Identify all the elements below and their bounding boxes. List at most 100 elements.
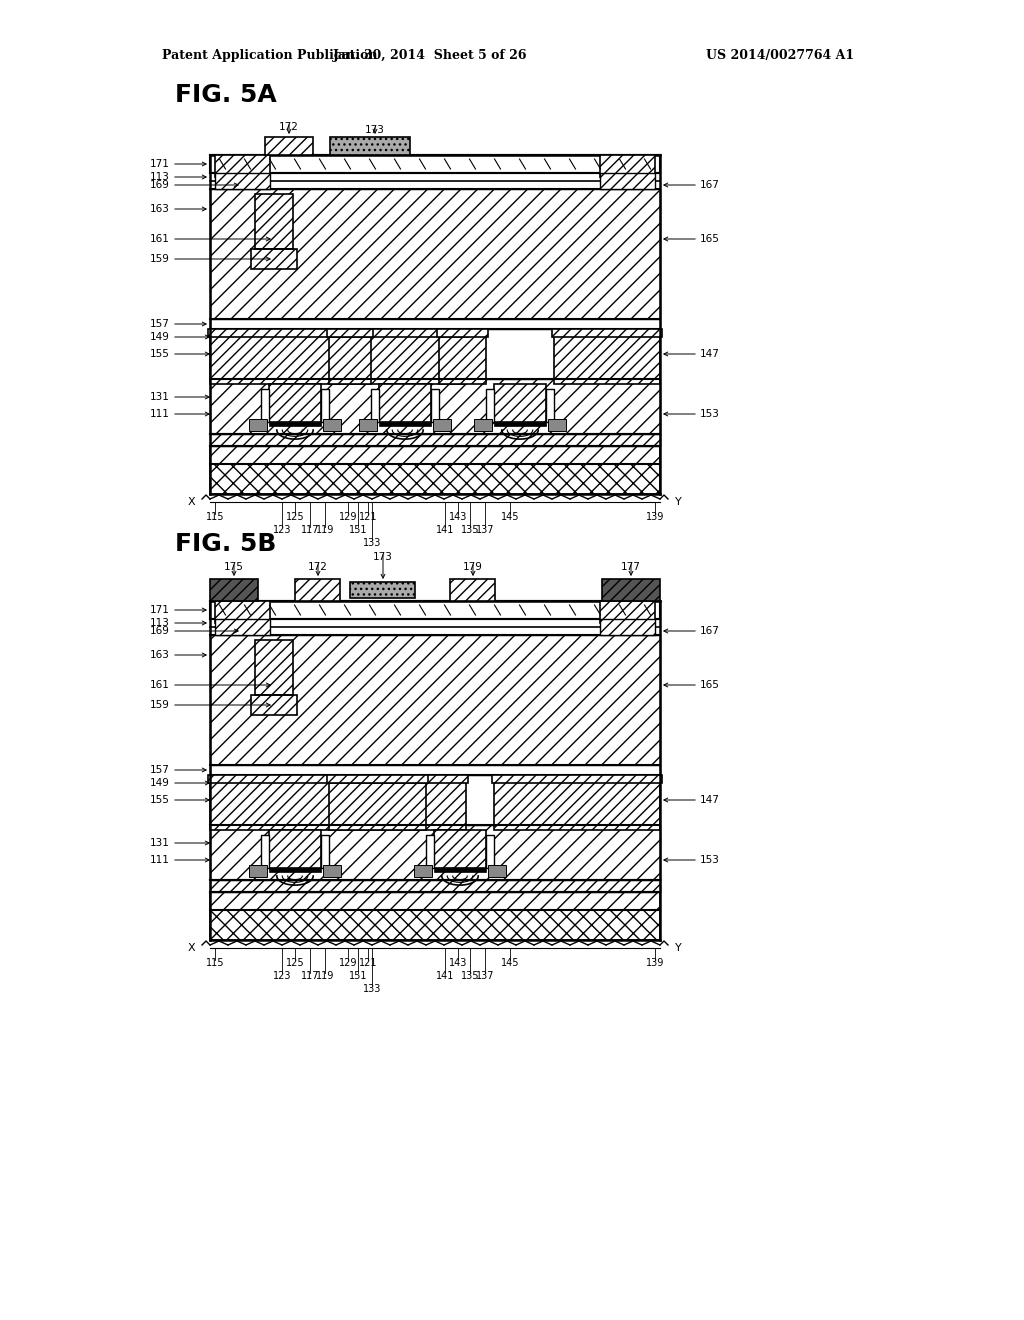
- Bar: [269, 830, 321, 869]
- Text: 111: 111: [151, 855, 170, 865]
- Text: 155: 155: [151, 795, 170, 805]
- Bar: [215, 173, 270, 189]
- Text: 131: 131: [151, 392, 170, 403]
- Bar: [474, 418, 492, 432]
- Text: 157: 157: [151, 319, 170, 329]
- Text: Y: Y: [675, 942, 682, 953]
- Text: 143: 143: [449, 512, 467, 521]
- Text: 135: 135: [461, 525, 479, 535]
- Text: 167: 167: [700, 180, 720, 190]
- Text: 165: 165: [700, 680, 720, 690]
- Bar: [210, 154, 660, 173]
- Text: 153: 153: [700, 409, 720, 418]
- Bar: [255, 640, 293, 696]
- Text: 121: 121: [358, 512, 377, 521]
- Text: 129: 129: [339, 512, 357, 521]
- Bar: [269, 422, 321, 426]
- Text: 161: 161: [151, 680, 170, 690]
- Bar: [486, 389, 494, 422]
- Text: 131: 131: [151, 838, 170, 847]
- Bar: [210, 446, 660, 465]
- Text: 149: 149: [151, 333, 170, 342]
- Text: 141: 141: [436, 525, 455, 535]
- Bar: [210, 766, 660, 775]
- Bar: [379, 384, 431, 422]
- Bar: [600, 619, 655, 635]
- Text: 129: 129: [339, 958, 357, 968]
- Text: 119: 119: [315, 972, 334, 981]
- Bar: [210, 880, 660, 892]
- Bar: [350, 582, 415, 598]
- Text: 133: 133: [362, 539, 381, 548]
- Text: 137: 137: [476, 972, 495, 981]
- Text: FIG. 5B: FIG. 5B: [175, 532, 276, 556]
- Bar: [600, 601, 655, 623]
- Text: 173: 173: [373, 552, 393, 562]
- Bar: [255, 194, 293, 249]
- Text: 147: 147: [700, 348, 720, 359]
- Bar: [210, 635, 660, 766]
- Bar: [329, 775, 426, 830]
- Text: 173: 173: [366, 125, 385, 135]
- Bar: [323, 865, 341, 876]
- Text: 143: 143: [449, 958, 467, 968]
- Text: Patent Application Publication: Patent Application Publication: [162, 49, 378, 62]
- Text: 179: 179: [463, 562, 483, 572]
- Bar: [327, 775, 428, 783]
- Bar: [371, 389, 379, 422]
- Text: 171: 171: [151, 605, 170, 615]
- Text: X: X: [187, 498, 195, 507]
- Text: 171: 171: [151, 158, 170, 169]
- Text: 115: 115: [206, 958, 224, 968]
- Text: 111: 111: [151, 409, 170, 418]
- Bar: [210, 775, 466, 830]
- Bar: [321, 836, 329, 869]
- Bar: [426, 836, 434, 869]
- Text: 117: 117: [301, 525, 319, 535]
- Text: 123: 123: [272, 972, 291, 981]
- Text: US 2014/0027764 A1: US 2014/0027764 A1: [706, 49, 854, 62]
- Bar: [208, 329, 468, 337]
- Bar: [210, 329, 466, 384]
- Text: 167: 167: [700, 626, 720, 636]
- Bar: [210, 601, 660, 619]
- Text: 175: 175: [224, 562, 244, 572]
- Text: 145: 145: [501, 958, 519, 968]
- Bar: [210, 379, 660, 434]
- Text: 133: 133: [362, 983, 381, 994]
- Bar: [431, 389, 439, 422]
- Bar: [359, 418, 377, 432]
- Text: 157: 157: [151, 766, 170, 775]
- Text: Y: Y: [675, 498, 682, 507]
- Text: 125: 125: [286, 958, 304, 968]
- Bar: [210, 892, 660, 909]
- Bar: [210, 579, 258, 601]
- Text: 137: 137: [476, 525, 495, 535]
- Bar: [249, 865, 267, 876]
- Text: 117: 117: [301, 972, 319, 981]
- Text: 119: 119: [315, 525, 334, 535]
- Text: 172: 172: [280, 121, 299, 132]
- Bar: [494, 384, 546, 422]
- Text: 147: 147: [700, 795, 720, 805]
- Text: 155: 155: [151, 348, 170, 359]
- Text: 163: 163: [151, 649, 170, 660]
- Text: 151: 151: [349, 525, 368, 535]
- Text: Jan. 30, 2014  Sheet 5 of 26: Jan. 30, 2014 Sheet 5 of 26: [333, 49, 527, 62]
- Text: 113: 113: [151, 618, 170, 628]
- Bar: [215, 619, 270, 635]
- Bar: [265, 137, 313, 154]
- Bar: [552, 329, 662, 337]
- Bar: [251, 249, 297, 269]
- Bar: [486, 836, 494, 869]
- Bar: [379, 422, 431, 426]
- Bar: [249, 418, 267, 432]
- Bar: [269, 869, 321, 873]
- Bar: [210, 319, 660, 329]
- Bar: [439, 329, 486, 384]
- Text: 172: 172: [308, 562, 328, 572]
- Text: 123: 123: [272, 525, 291, 535]
- Bar: [210, 434, 660, 446]
- Bar: [210, 189, 660, 319]
- Text: 169: 169: [151, 180, 170, 190]
